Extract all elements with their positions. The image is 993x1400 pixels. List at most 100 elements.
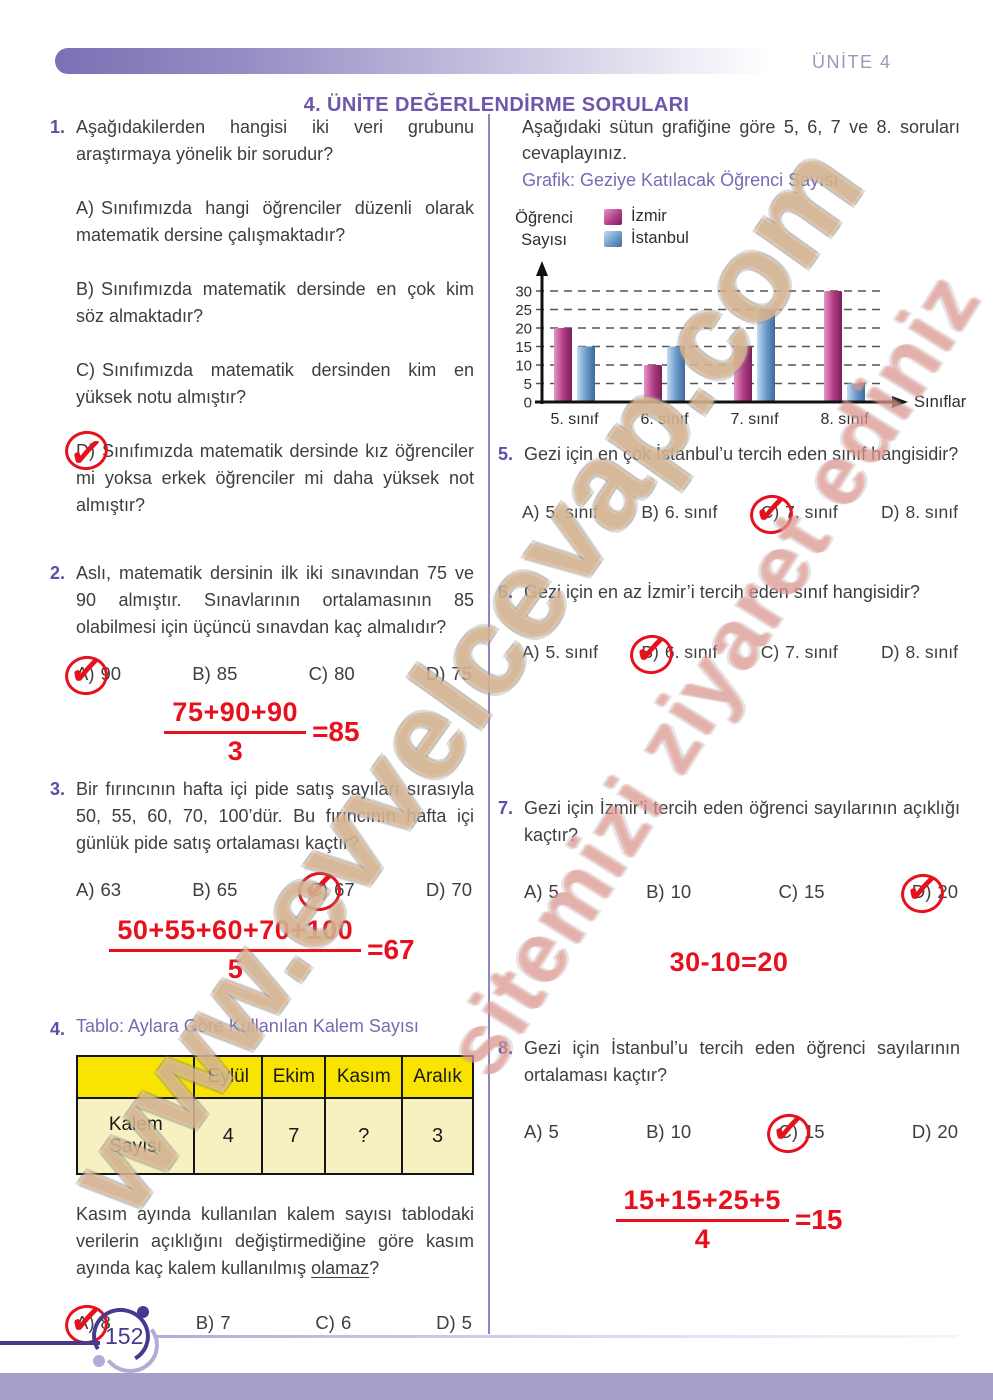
question-2: 2. Aslı, matematik dersinin ilk iki sına… xyxy=(50,560,474,776)
question-text: Kasım ayında kullanılan kalem sayısı tab… xyxy=(76,1204,474,1278)
option-d: D) 75 xyxy=(425,663,472,684)
istanbul-swatch-icon xyxy=(604,230,622,247)
question-number: 5. xyxy=(498,443,514,464)
svg-text:25: 25 xyxy=(515,302,532,319)
question-number: 8. xyxy=(498,1037,514,1058)
options-row: A)5 B)10 C)15 D)20 xyxy=(524,881,958,903)
header-gradient-bar xyxy=(55,48,793,74)
option-a: A) 63 xyxy=(76,879,122,900)
chart-section: Aşağıdaki sütun grafiğine göre 5, 6, 7 v… xyxy=(498,114,967,441)
options-row: A)8 B)7 C)6 D)5 xyxy=(76,1312,472,1334)
question-text: Aşağıdakilerden hangisi iki veri grubunu… xyxy=(76,117,474,164)
question-4: 4. Tablo: Aylara Göre Kullanılan Kalem S… xyxy=(50,1016,474,1334)
page-number: 152 xyxy=(105,1323,144,1349)
svg-text:0: 0 xyxy=(524,394,532,411)
option-c: C)15 xyxy=(778,880,825,902)
handwritten-solution: 30-10=20 xyxy=(669,946,789,977)
question-text: Bir fırıncının hafta içi pide satış sayı… xyxy=(76,779,474,853)
option-a: A) Sınıfımızda hangi öğrenciler düzenli o… xyxy=(76,198,474,245)
svg-text:10: 10 xyxy=(515,357,532,374)
option-b: B) 85 xyxy=(192,663,238,684)
table-cell: 7 xyxy=(261,1097,327,1175)
option-b: B) 65 xyxy=(192,879,238,900)
question-text: Gezi için en çok İstanbul’u tercih eden … xyxy=(524,443,959,464)
option-b: B)6. sınıf xyxy=(641,501,718,522)
svg-text:15: 15 xyxy=(515,339,532,356)
option-c: C) Sınıfımızda matematik dersinden kim en… xyxy=(76,360,474,407)
option-a: A)8 xyxy=(76,1312,111,1334)
option-c: C)7. sınıf xyxy=(760,641,838,662)
two-column-layout: 1. Aşağıdakilerden hangisi iki veri grub… xyxy=(50,114,967,1334)
table-header: Aralık xyxy=(401,1055,474,1099)
option-d: D) 5 xyxy=(436,1312,472,1333)
options-row: A)5. sınıf B)6. sınıf C)7. sınıf D)8. sı… xyxy=(522,642,958,663)
legend-item-izmir: İzmir xyxy=(604,207,689,226)
question-number: 4. xyxy=(50,1019,66,1039)
question-text: Gezi için İstanbul’u tercih eden öğrenci… xyxy=(524,1037,960,1085)
footer-line-dark xyxy=(0,1341,100,1345)
option-d: D) 70 xyxy=(425,879,472,900)
footer-dot-dark xyxy=(137,1306,149,1318)
question-text: Gezi için İzmir’i tercih eden öğrenci sa… xyxy=(524,797,960,845)
option-d: D)Sınıfımızda matematik dersinde kız öğr… xyxy=(76,438,474,519)
bottom-purple-bar xyxy=(0,1373,993,1400)
svg-text:30: 30 xyxy=(515,283,532,300)
option-d: D) 8. sınıf xyxy=(881,641,958,662)
question-1: 1. Aşağıdakilerden hangisi iki veri grub… xyxy=(50,114,474,560)
question-text: Aslı, matematik dersinin ilk iki sınavın… xyxy=(76,563,474,637)
option-a: A) 5 xyxy=(524,1120,559,1142)
option-b: B) Sınıfımızda matematik dersinde en çok … xyxy=(76,279,474,326)
option-a: A) 5. sınıf xyxy=(522,641,599,662)
table-caption: Tablo: Aylara Göre Kullanılan Kalem Sayı… xyxy=(76,1016,419,1036)
question-text: Gezi için en az İzmir’i tercih eden sını… xyxy=(524,581,920,602)
option-b: B)6. sınıf xyxy=(641,642,717,663)
table-header: Eylül xyxy=(193,1055,264,1099)
table-cell: 4 xyxy=(193,1097,264,1175)
option-b: B) 10 xyxy=(646,1120,692,1142)
question-8: 8. Gezi için İstanbul’u tercih eden öğre… xyxy=(498,1035,960,1255)
svg-text:6. sınıf: 6. sınıf xyxy=(640,411,689,428)
bar-chart: 0 5 10 15 20 25 30 5. sınıf 6. sınıf 7. sınıf 8. s… xyxy=(498,254,967,441)
option-d: D)20 xyxy=(911,1120,958,1142)
svg-text:8. sınıf: 8. sınıf xyxy=(820,411,869,428)
svg-text:5: 5 xyxy=(524,376,532,393)
legend-item-istanbul: İstanbul xyxy=(604,229,689,248)
chart-legend: İzmir İstanbul xyxy=(604,207,689,251)
question-number: 2. xyxy=(50,563,66,583)
option-d: D)20 xyxy=(912,881,958,903)
pencil-count-table: Eylül Ekim Kasım Aralık Kalem Sayısı 4 7… xyxy=(75,1055,474,1175)
table-row: Kalem Sayısı 4 7 ? 3 xyxy=(75,1097,474,1175)
option-c: C)67 xyxy=(309,879,355,901)
option-c: C) 80 xyxy=(308,663,355,684)
left-column: 1. Aşağıdakilerden hangisi iki veri grub… xyxy=(50,114,488,1334)
options-row: A)5 B)10 C)15 D)20 xyxy=(524,1121,958,1143)
option-d: D) 8. sınıf xyxy=(881,501,958,522)
question-5: 5. Gezi için en çok İstanbul’u tercih ed… xyxy=(498,441,960,579)
svg-text:5. sınıf: 5. sınıf xyxy=(550,411,599,428)
svg-text:20: 20 xyxy=(515,320,532,337)
table-corner-cell xyxy=(75,1055,196,1099)
option-a: A)90 xyxy=(76,663,121,685)
option-a: A) 5 xyxy=(524,880,559,902)
question-7: 7. Gezi için İzmir’i tercih eden öğrenci… xyxy=(498,795,960,1035)
izmir-swatch-icon xyxy=(604,208,622,225)
option-b: B) 7 xyxy=(195,1312,231,1333)
right-column: Aşağıdaki sütun grafiğine göre 5, 6, 7 v… xyxy=(488,114,967,1334)
question-number: 7. xyxy=(498,797,514,818)
table-header: Kasım xyxy=(324,1055,404,1099)
options-row: A)63 B)65 C)67 D)70 xyxy=(76,879,472,901)
page-title: 4. ÜNİTE DEĞERLENDİRME SORULARI xyxy=(303,94,690,117)
table-header: Ekim xyxy=(261,1055,327,1099)
chart-intro-text: Aşağıdaki sütun grafiğine göre 5, 6, 7 v… xyxy=(522,117,960,164)
option-c: C)15 xyxy=(778,1121,824,1143)
option-a: A) 5. sınıf xyxy=(522,501,599,522)
table-cell: 3 xyxy=(401,1097,474,1175)
y-axis-label: Öğrenci Sayısı xyxy=(515,209,573,250)
svg-text:Sınıflar: Sınıflar xyxy=(914,393,967,411)
handwritten-solution: 75+90+90 3 =85 xyxy=(50,697,474,767)
question-3: 3. Bir fırıncının hafta içi pide satış s… xyxy=(50,776,474,1016)
question-number: 3. xyxy=(50,779,66,799)
footer-line-light xyxy=(154,1335,958,1338)
